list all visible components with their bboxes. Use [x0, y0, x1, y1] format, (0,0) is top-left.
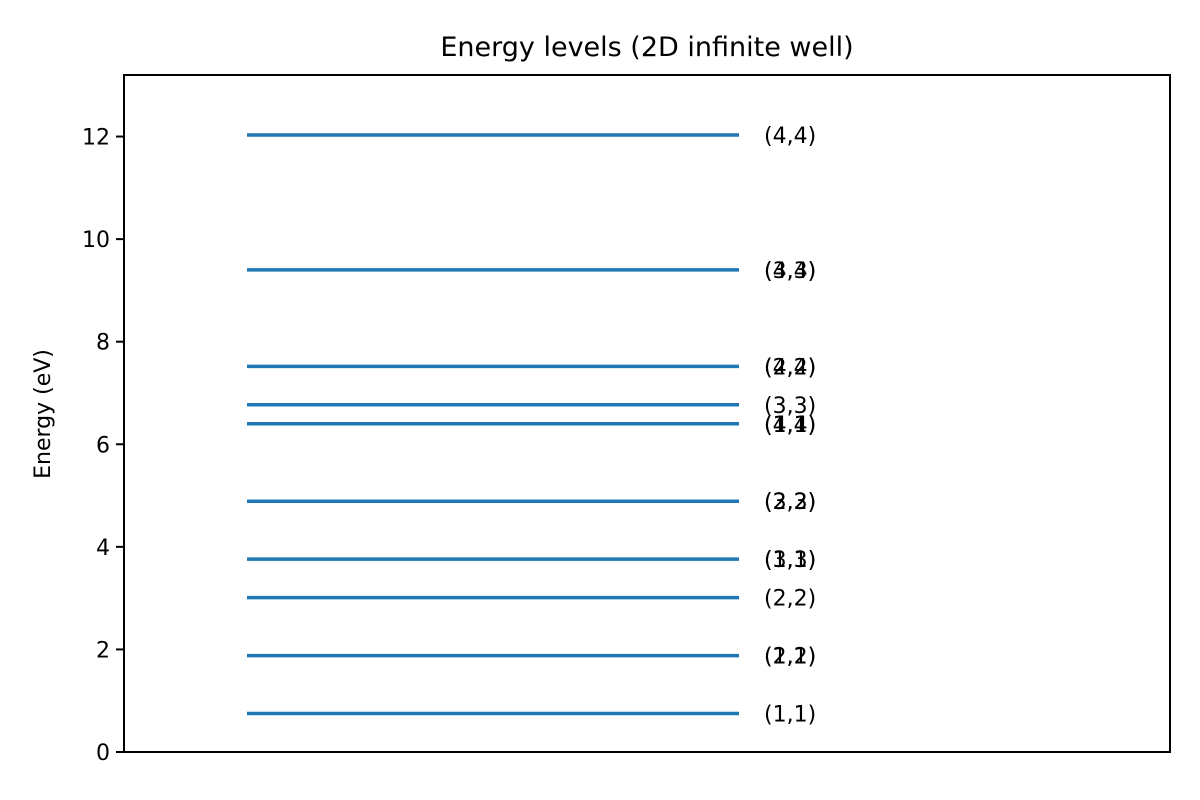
energy-level-label: (4,4)	[764, 124, 816, 149]
energy-level-label: (1,4)	[764, 413, 816, 438]
y-tick-label: 0	[96, 741, 110, 766]
plot-frame	[123, 74, 1171, 753]
y-tick-label: 6	[96, 433, 110, 458]
energy-level-label: (2,3)	[764, 490, 816, 515]
y-tick-label: 8	[96, 331, 110, 356]
energy-level-label: (3,2)	[764, 490, 816, 515]
energy-level-label: (1,3)	[764, 548, 816, 573]
y-axis-ticks: 0 2 4 6 8 10 12	[82, 126, 124, 766]
energy-level-label: (3,1)	[764, 548, 816, 573]
y-tick-label: 12	[82, 126, 110, 151]
y-axis-label: Energy (eV)	[31, 349, 56, 479]
y-tick-label: 4	[96, 536, 110, 561]
energy-level-label: (2,2)	[764, 587, 816, 612]
y-tick-label: 10	[82, 228, 110, 253]
chart-title: Energy levels (2D infinite well)	[440, 32, 853, 63]
energy-level-label: (2,1)	[764, 645, 816, 670]
energy-level-label: (1,2)	[764, 645, 816, 670]
energy-level-label: (3,3)	[764, 394, 816, 419]
energy-levels: (1,1) (1,2)(2,1) (2,2) (1,3)(3,1) (2,3)(3,2)…	[247, 124, 816, 728]
energy-level-label: (4,1)	[764, 413, 816, 438]
energy-level-label: (4,2)	[764, 355, 816, 380]
energy-level-label: (2,4)	[764, 355, 816, 380]
energy-level-label: (3,4)	[764, 259, 816, 284]
y-tick-label: 2	[96, 638, 110, 663]
energy-level-label: (4,3)	[764, 259, 816, 284]
energy-level-label: (1,1)	[764, 703, 816, 728]
